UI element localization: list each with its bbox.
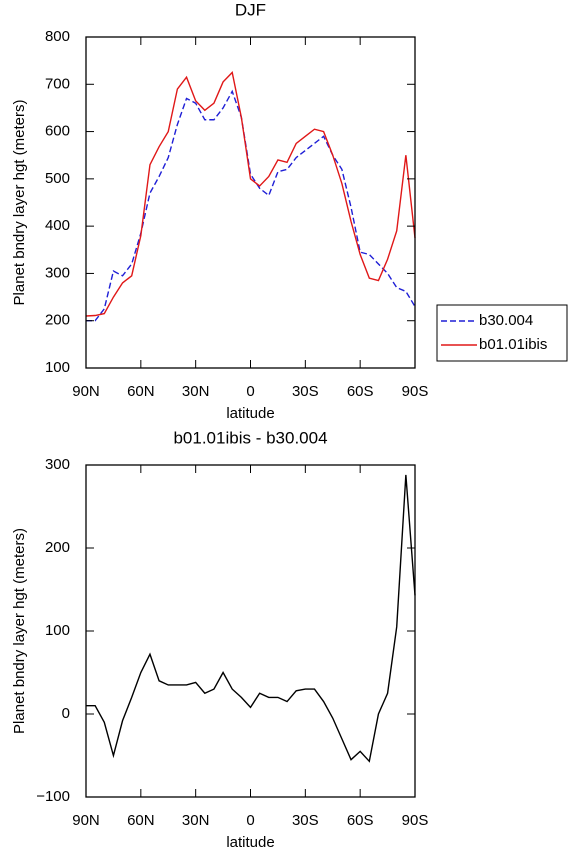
x-tick-label: 60S xyxy=(347,812,374,829)
x-tick-label: 60S xyxy=(347,383,374,400)
legend-box xyxy=(436,304,568,362)
x-tick-label: 30S xyxy=(292,383,319,400)
y-tick-label: 600 xyxy=(45,123,70,140)
data-line xyxy=(86,89,416,322)
y-tick-label: 400 xyxy=(45,217,70,234)
chart-title: DJF xyxy=(235,0,266,19)
data-line xyxy=(86,474,416,763)
y-axis-label: Planet bndry layer hgt (meters) xyxy=(11,100,28,306)
y-tick-label: 100 xyxy=(45,622,70,639)
x-tick-label: 60N xyxy=(127,812,155,829)
legend-label: b30.004 xyxy=(479,312,533,329)
y-tick-label: 200 xyxy=(45,312,70,329)
y-axis-label: Planet bndry layer hgt (meters) xyxy=(11,528,28,734)
y-tick-label: 100 xyxy=(45,359,70,376)
y-tick-label: −100 xyxy=(36,788,70,805)
plot-frame xyxy=(85,464,416,798)
x-tick-label: 60N xyxy=(127,383,155,400)
y-tick-label: 200 xyxy=(45,539,70,556)
x-tick-label: 0 xyxy=(246,383,254,400)
y-tick-label: 300 xyxy=(45,264,70,281)
data-line xyxy=(85,71,416,317)
chart-title: b01.01ibis - b30.004 xyxy=(173,428,327,447)
y-tick-label: 500 xyxy=(45,170,70,187)
y-tick-label: 300 xyxy=(45,456,70,473)
x-tick-label: 90N xyxy=(72,812,100,829)
x-tick-label: 30N xyxy=(182,383,210,400)
x-axis-label: latitude xyxy=(226,405,274,422)
x-tick-label: 90S xyxy=(402,812,429,829)
x-tick-label: 0 xyxy=(246,812,254,829)
y-tick-label: 0 xyxy=(62,705,70,722)
x-tick-label: 30N xyxy=(182,812,210,829)
x-tick-label: 90N xyxy=(72,383,100,400)
x-tick-label: 30S xyxy=(292,812,319,829)
y-tick-label: 800 xyxy=(45,28,70,45)
x-axis-label: latitude xyxy=(226,834,274,851)
plot-frame xyxy=(85,36,416,369)
x-tick-label: 90S xyxy=(402,383,429,400)
y-tick-label: 700 xyxy=(45,75,70,92)
legend-label: b01.01ibis xyxy=(479,336,547,353)
